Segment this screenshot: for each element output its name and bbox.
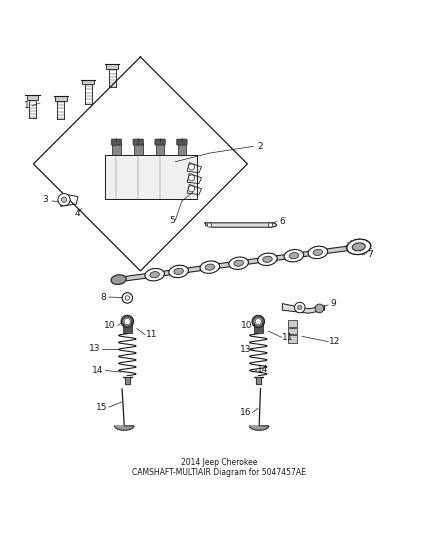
Circle shape <box>188 185 194 192</box>
Circle shape <box>188 164 194 170</box>
Text: 12: 12 <box>329 337 340 346</box>
Text: 15: 15 <box>96 402 108 411</box>
Ellipse shape <box>352 243 365 251</box>
Bar <box>288 335 297 343</box>
Polygon shape <box>121 316 134 328</box>
Text: 14: 14 <box>92 366 103 375</box>
Circle shape <box>188 175 194 181</box>
Polygon shape <box>255 318 261 325</box>
Ellipse shape <box>174 268 184 274</box>
Ellipse shape <box>150 272 159 278</box>
Bar <box>288 320 297 327</box>
Ellipse shape <box>258 253 277 265</box>
Polygon shape <box>252 316 265 328</box>
Text: 4: 4 <box>74 209 80 218</box>
Circle shape <box>268 223 273 227</box>
Ellipse shape <box>200 261 219 273</box>
Bar <box>134 143 143 155</box>
Text: 5: 5 <box>169 216 175 225</box>
Ellipse shape <box>229 257 248 269</box>
Bar <box>155 143 164 155</box>
Bar <box>177 143 186 155</box>
Text: 6: 6 <box>279 217 285 226</box>
Bar <box>106 64 118 69</box>
Text: 2014 Jeep Cherokee
CAMSHAFT-MULTIAIR Diagram for 5047457AE: 2014 Jeep Cherokee CAMSHAFT-MULTIAIR Dia… <box>132 457 306 477</box>
Bar <box>288 328 297 334</box>
Circle shape <box>58 193 70 206</box>
Ellipse shape <box>263 256 272 262</box>
Ellipse shape <box>289 253 299 259</box>
FancyBboxPatch shape <box>133 139 144 145</box>
Ellipse shape <box>234 260 244 266</box>
Ellipse shape <box>145 269 164 281</box>
Text: 2: 2 <box>257 142 263 151</box>
Polygon shape <box>205 223 277 227</box>
Text: 13: 13 <box>89 344 100 353</box>
Polygon shape <box>283 304 325 313</box>
Circle shape <box>61 197 67 203</box>
Ellipse shape <box>169 265 188 278</box>
Polygon shape <box>123 376 132 384</box>
Polygon shape <box>115 426 134 430</box>
Polygon shape <box>124 318 131 325</box>
Bar <box>82 80 94 84</box>
Text: 8: 8 <box>100 293 106 302</box>
Ellipse shape <box>347 239 371 255</box>
Text: 7: 7 <box>367 250 372 259</box>
Ellipse shape <box>313 249 323 255</box>
Bar <box>112 143 121 155</box>
Ellipse shape <box>205 264 215 270</box>
Ellipse shape <box>111 274 126 285</box>
Circle shape <box>122 293 133 303</box>
Circle shape <box>294 302 305 313</box>
Text: 16: 16 <box>240 408 252 417</box>
Polygon shape <box>254 376 263 384</box>
Text: 11: 11 <box>145 330 157 339</box>
Bar <box>27 95 38 100</box>
Bar <box>55 96 67 101</box>
Text: 9: 9 <box>331 299 336 308</box>
FancyBboxPatch shape <box>106 155 197 199</box>
Text: 11: 11 <box>282 333 294 342</box>
Polygon shape <box>250 426 269 430</box>
Bar <box>123 323 132 333</box>
Circle shape <box>207 223 212 227</box>
Ellipse shape <box>284 249 304 262</box>
Text: 13: 13 <box>240 345 252 354</box>
Circle shape <box>125 296 130 300</box>
Circle shape <box>297 305 302 310</box>
Text: 1: 1 <box>24 101 30 110</box>
Text: 10: 10 <box>241 321 252 330</box>
Circle shape <box>315 304 324 313</box>
FancyBboxPatch shape <box>155 139 165 145</box>
FancyBboxPatch shape <box>177 139 187 145</box>
Bar <box>254 323 263 333</box>
Ellipse shape <box>308 246 328 259</box>
Text: 14: 14 <box>257 365 268 374</box>
Text: 10: 10 <box>104 321 116 330</box>
FancyBboxPatch shape <box>111 139 122 145</box>
Text: 3: 3 <box>42 195 48 204</box>
